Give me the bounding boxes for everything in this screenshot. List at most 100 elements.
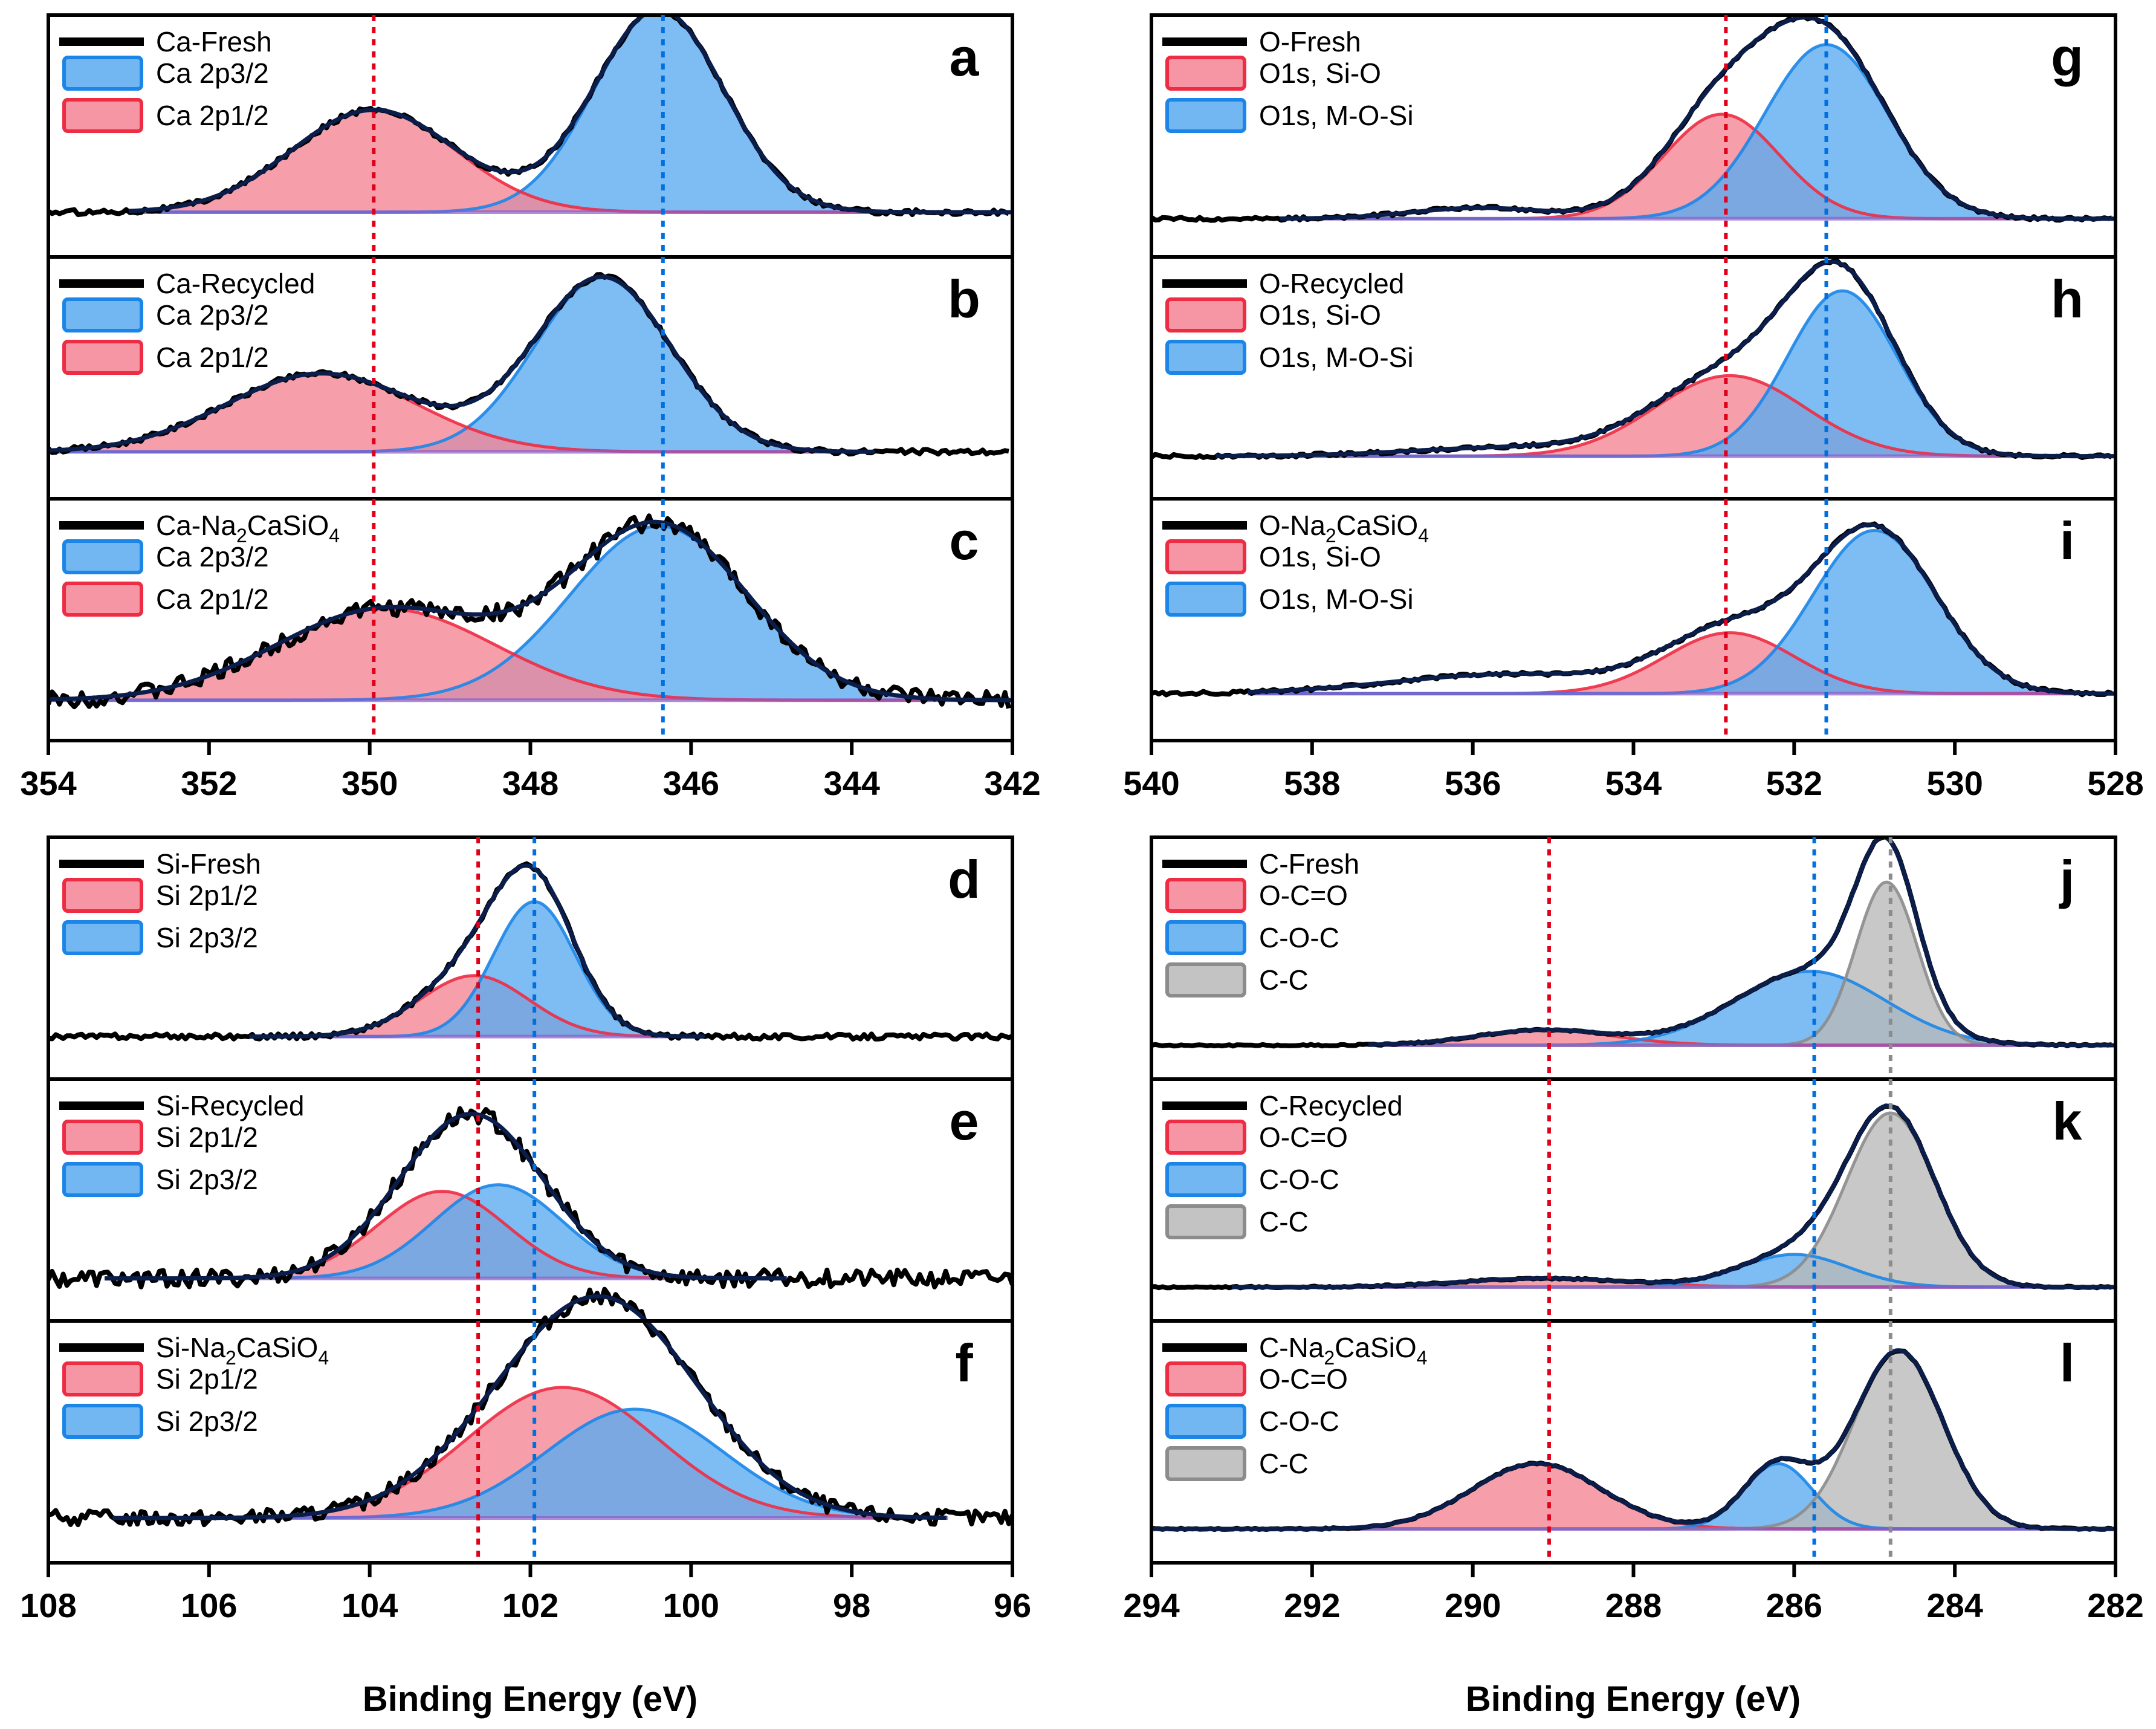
legend-swatch-d-0: [62, 878, 143, 913]
x-tick-label-1-6: 528: [2087, 764, 2143, 802]
group-fills-0: [48, 15, 1012, 701]
legend-swatch-c-0: [62, 539, 143, 574]
x-tick-label-0-6: 342: [984, 764, 1040, 802]
legend-sample-label-j: C-Fresh: [1259, 848, 1359, 880]
legend-label-b-1: Ca 2p1/2: [156, 342, 269, 373]
legend-label-h-1: O1s, M-O-Si: [1259, 342, 1414, 373]
envelope-k: [1231, 1103, 2114, 1289]
x-tick-label-3-0: 294: [1123, 1586, 1179, 1624]
legend-label-j-1: C-O-C: [1259, 922, 1339, 953]
legend-sample-label-l: C-Na2CaSiO4: [1259, 1332, 1427, 1369]
x-tick-label-3-4: 286: [1766, 1586, 1822, 1624]
legend-swatch-h-1: [1165, 340, 1246, 375]
legend-label-f-0: Si 2p1/2: [156, 1363, 258, 1395]
x-tick-label-0-2: 350: [342, 764, 398, 802]
peak-fill-b-1: [48, 373, 876, 452]
legend-label-d-0: Si 2p1/2: [156, 880, 258, 911]
panel-letter-j: j: [2059, 849, 2074, 909]
x-tick-label-0-4: 346: [663, 764, 719, 802]
legend-swatch-l-0: [1165, 1361, 1246, 1396]
peak-fill-j-2: [1368, 882, 2116, 1045]
x-tick-label-1-1: 538: [1284, 764, 1340, 802]
x-tick-label-3-6: 282: [2087, 1586, 2143, 1624]
legend-swatch-e-0: [62, 1120, 143, 1155]
legend-sample-label-i: O-Na2CaSiO4: [1259, 510, 1429, 547]
x-tick-label-1-5: 530: [1926, 764, 1983, 802]
legend-swatch-a-1: [62, 98, 143, 133]
envelope-i: [1248, 522, 2116, 696]
group-lines-1: [1151, 15, 2116, 698]
legend-swatch-i-0: [1165, 539, 1246, 574]
legend-label-b-0: Ca 2p3/2: [156, 299, 269, 331]
group-lines-3: [1151, 837, 2116, 1532]
peak-fill-e-1: [105, 1184, 788, 1279]
legend-label-k-1: C-O-C: [1259, 1164, 1339, 1195]
legend-label-c-1: Ca 2p1/2: [156, 583, 269, 615]
peak-fill-h-1: [1216, 291, 2116, 456]
x-tick-label-3-2: 290: [1445, 1586, 1501, 1624]
panel-letter-i: i: [2060, 511, 2074, 571]
legend-label-d-1: Si 2p3/2: [156, 922, 258, 953]
legend-label-g-1: O1s, M-O-Si: [1259, 100, 1414, 131]
x-tick-label-3-3: 288: [1605, 1586, 1662, 1624]
peak-fill-f-1: [112, 1409, 948, 1518]
peak-fill-i-1: [1248, 530, 2116, 694]
legend-swatch-g-0: [1165, 56, 1246, 91]
peak-fill-a-0: [128, 15, 1012, 212]
legend-swatch-l-2: [1165, 1446, 1246, 1481]
panel-letter-d: d: [948, 849, 980, 909]
panel-letter-c: c: [950, 511, 979, 571]
peak-fill-k-2: [1231, 1113, 2116, 1287]
legend-label-k-2: C-C: [1259, 1206, 1309, 1238]
envelope-g: [1280, 15, 2114, 221]
legend-label-a-0: Ca 2p3/2: [156, 57, 269, 89]
legend-label-i-1: O1s, M-O-Si: [1259, 583, 1414, 615]
peak-fill-j-0: [1368, 1030, 2116, 1045]
peak-fill-l-0: [1151, 1464, 2116, 1529]
legend-sample-label-e: Si-Recycled: [156, 1090, 304, 1121]
legend-swatch-k-2: [1165, 1204, 1246, 1239]
peak-fill-c-0: [48, 526, 1012, 701]
peak-fill-b-0: [48, 277, 876, 452]
legend-sample-label-g: O-Fresh: [1259, 26, 1361, 57]
legend-sample-label-a: Ca-Fresh: [156, 26, 272, 57]
legend-sample-label-d: Si-Fresh: [156, 848, 261, 880]
legend-label-j-2: C-C: [1259, 964, 1309, 996]
peak-fill-d-1: [249, 901, 707, 1037]
x-tick-label-1-0: 540: [1123, 764, 1179, 802]
x-tick-label-1-4: 532: [1766, 764, 1822, 802]
legend-label-f-1: Si 2p3/2: [156, 1406, 258, 1437]
panel-letter-l: l: [2060, 1333, 2074, 1393]
envelope-h: [1216, 259, 2115, 459]
legend-swatch-f-1: [62, 1404, 143, 1439]
peak-fill-a-1: [128, 109, 1012, 212]
x-tick-label-2-3: 102: [502, 1586, 558, 1624]
legend-label-i-0: O1s, Si-O: [1259, 541, 1381, 573]
legend-label-k-0: O-C=O: [1259, 1121, 1348, 1153]
legend-label-l-0: O-C=O: [1259, 1363, 1348, 1395]
group-fills-2: [105, 901, 948, 1518]
panel-letter-a: a: [950, 27, 980, 87]
x-tick-label-2-5: 98: [833, 1586, 870, 1624]
legend-sample-label-h: O-Recycled: [1259, 268, 1404, 299]
peak-fill-i-0: [1248, 632, 2116, 694]
envelope-b: [48, 274, 875, 454]
x-tick-label-0-3: 348: [502, 764, 558, 802]
x-tick-label-3-1: 292: [1284, 1586, 1340, 1624]
panel-letter-h: h: [2051, 269, 2083, 329]
legend-swatch-b-1: [62, 340, 143, 375]
x-axis-title-left: Binding Energy (eV): [363, 1679, 698, 1719]
legend-sample-label-k: C-Recycled: [1259, 1090, 1403, 1121]
x-tick-label-3-5: 284: [1926, 1586, 1983, 1624]
legend-label-c-0: Ca 2p3/2: [156, 541, 269, 573]
legend-label-l-2: C-C: [1259, 1448, 1309, 1479]
x-tick-label-1-3: 534: [1605, 764, 1662, 802]
envelope-e: [105, 1112, 787, 1281]
group-lines-0: [48, 15, 1012, 710]
x-tick-label-0-1: 352: [181, 764, 237, 802]
x-tick-label-1-2: 536: [1445, 764, 1501, 802]
peak-fill-c-1: [48, 609, 1012, 701]
peak-fill-f-0: [112, 1387, 948, 1518]
x-tick-label-0-0: 354: [20, 764, 76, 802]
